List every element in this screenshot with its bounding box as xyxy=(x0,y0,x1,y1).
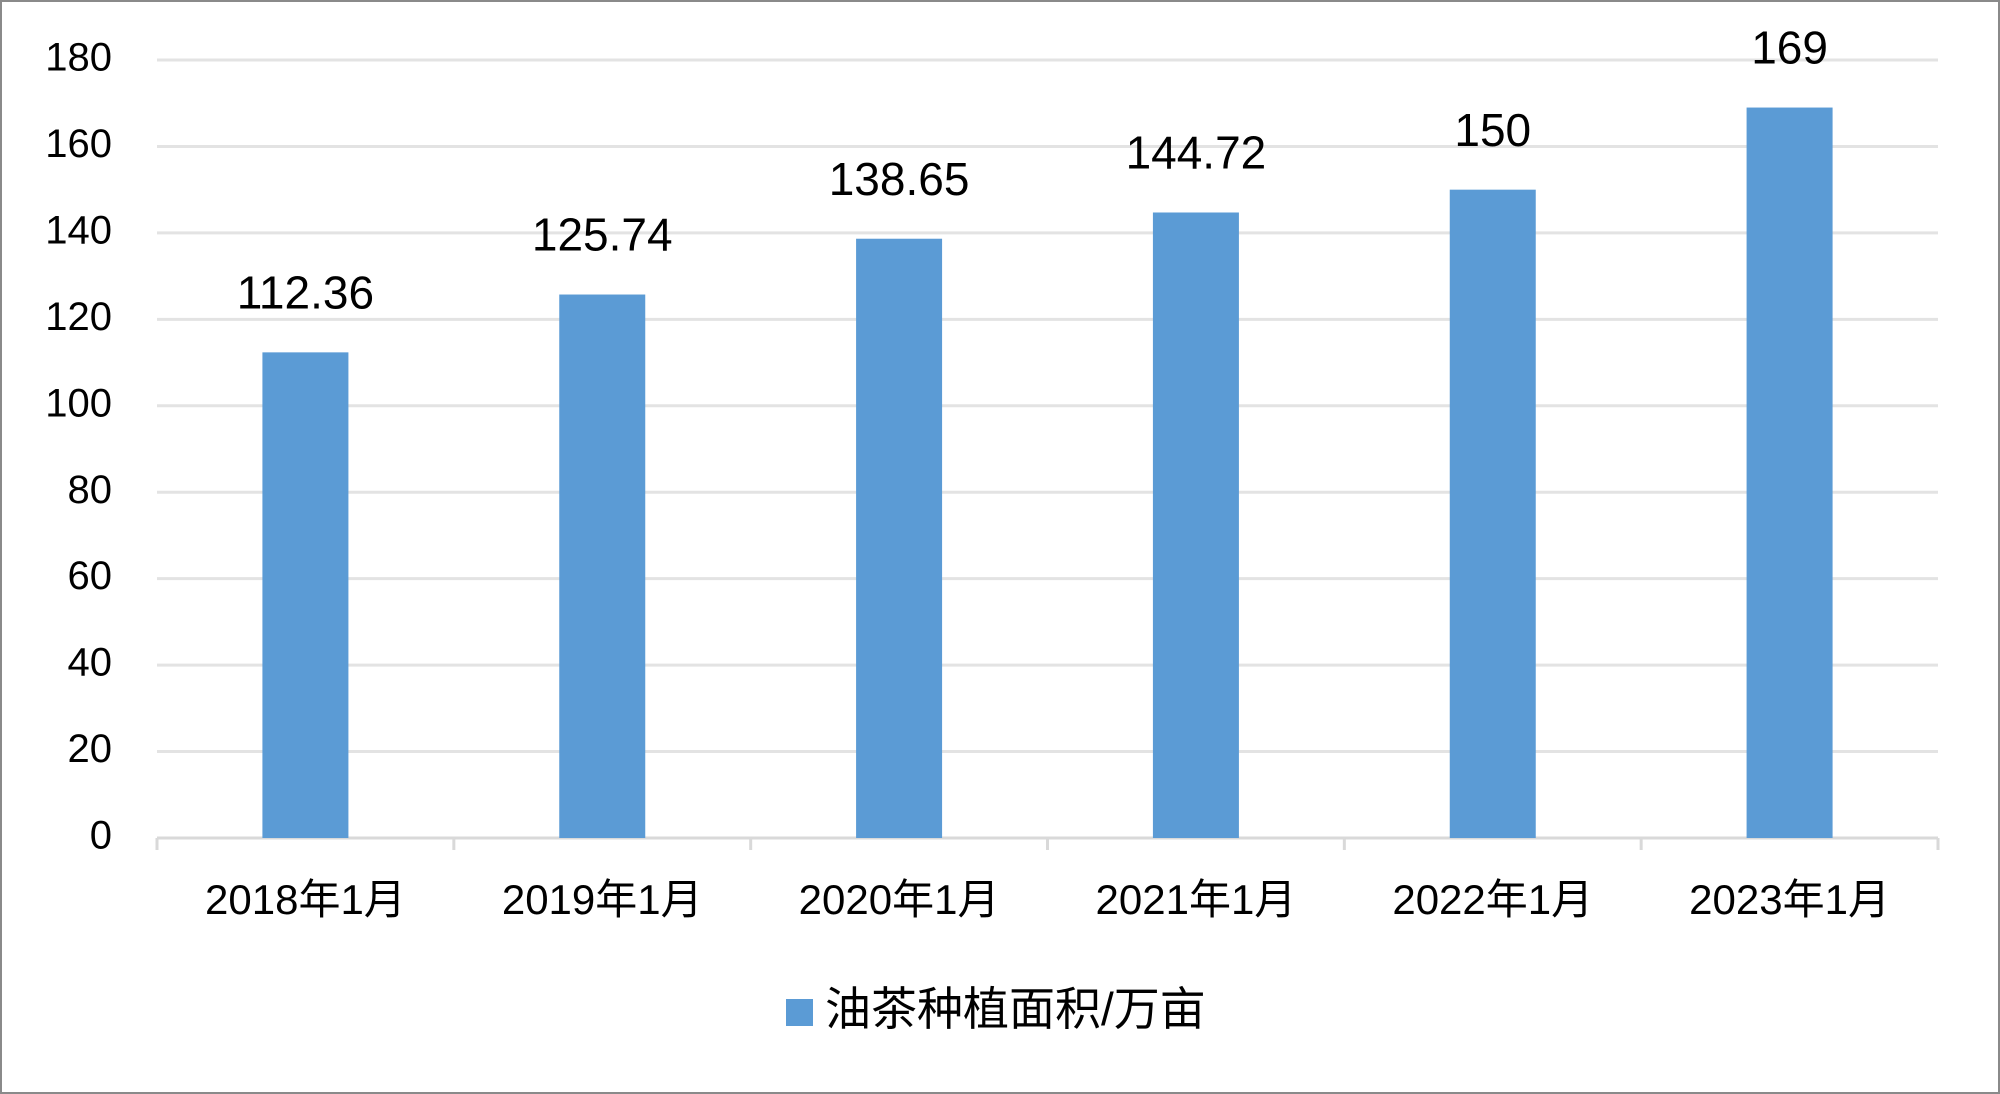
x-tick-label: 2020年1月 xyxy=(799,876,1000,923)
bar xyxy=(1152,212,1239,838)
x-tick-label: 2023年1月 xyxy=(1689,876,1890,923)
y-tick-label: 160 xyxy=(45,122,112,166)
data-label: 125.74 xyxy=(532,209,673,261)
y-tick-label: 140 xyxy=(45,208,112,252)
data-label: 150 xyxy=(1454,104,1531,156)
y-tick-label: 60 xyxy=(68,554,113,598)
y-tick-label: 180 xyxy=(45,36,112,80)
data-label: 144.72 xyxy=(1126,127,1267,179)
y-tick-label: 0 xyxy=(90,814,112,858)
legend-label: 油茶种植面积/万亩 xyxy=(825,983,1206,1035)
bar xyxy=(1746,107,1833,839)
y-tick-label: 120 xyxy=(45,295,112,339)
x-tick-label: 2019年1月 xyxy=(502,876,703,923)
data-label: 169 xyxy=(1751,22,1828,74)
bar xyxy=(1449,189,1536,838)
bar xyxy=(262,352,349,838)
y-tick-label: 80 xyxy=(68,468,113,512)
y-tick-label: 100 xyxy=(45,381,112,425)
bar xyxy=(856,238,943,839)
legend-swatch xyxy=(786,999,813,1026)
x-tick-label: 2021年1月 xyxy=(1096,876,1297,923)
data-label: 112.36 xyxy=(237,267,374,319)
bar xyxy=(559,294,646,838)
x-tick-label: 2022年1月 xyxy=(1392,876,1593,923)
x-tick-label: 2018年1月 xyxy=(205,876,406,923)
data-label: 138.65 xyxy=(829,153,970,205)
y-tick-label: 40 xyxy=(68,641,113,685)
y-tick-label: 20 xyxy=(68,727,113,771)
